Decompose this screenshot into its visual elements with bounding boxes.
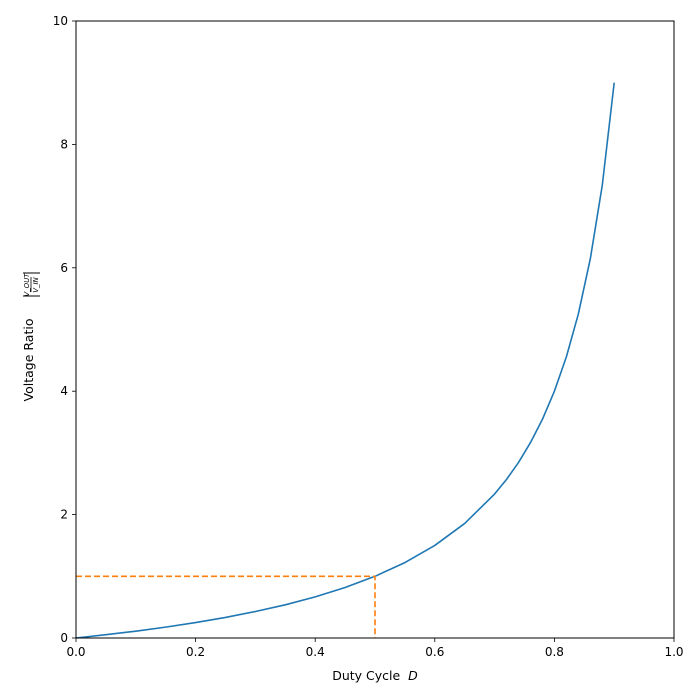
reference-dashed-line — [76, 575, 376, 638]
y-tick-label: 2 — [60, 508, 68, 522]
y-tick-label: 4 — [60, 384, 68, 398]
y-axis-fraction-denominator: V_IN — [32, 276, 40, 292]
x-axis-variable: D — [408, 668, 418, 683]
y-tick-label: 10 — [53, 14, 68, 28]
x-tick-label: 1.0 — [664, 645, 683, 659]
y-axis-title: Voltage Ratio V_OUT V_IN — [21, 272, 40, 402]
x-axis-title: Duty Cycle D — [332, 667, 418, 684]
y-tick-label: 8 — [60, 137, 68, 151]
x-tick-label: 0.2 — [186, 645, 205, 659]
plot-frame — [75, 20, 675, 639]
x-axis-label: Duty Cycle — [332, 668, 400, 683]
y-tick-label: 6 — [60, 261, 68, 275]
y-axis-label: Voltage Ratio — [21, 319, 36, 402]
series-layer — [75, 82, 615, 639]
x-tick-label: 0.6 — [425, 645, 444, 659]
x-tick-label: 0.0 — [66, 645, 85, 659]
y-axis-fraction-numerator: V_OUT — [23, 273, 31, 297]
series-line-0 — [75, 82, 615, 639]
y-axis-ticks: 0 2 4 6 8 10 — [53, 14, 76, 645]
x-tick-label: 0.4 — [306, 645, 325, 659]
x-axis-ticks: 0.0 0.2 0.4 0.6 0.8 1.0 — [66, 638, 684, 659]
y-tick-label: 0 — [60, 631, 68, 645]
x-tick-label: 0.8 — [545, 645, 564, 659]
